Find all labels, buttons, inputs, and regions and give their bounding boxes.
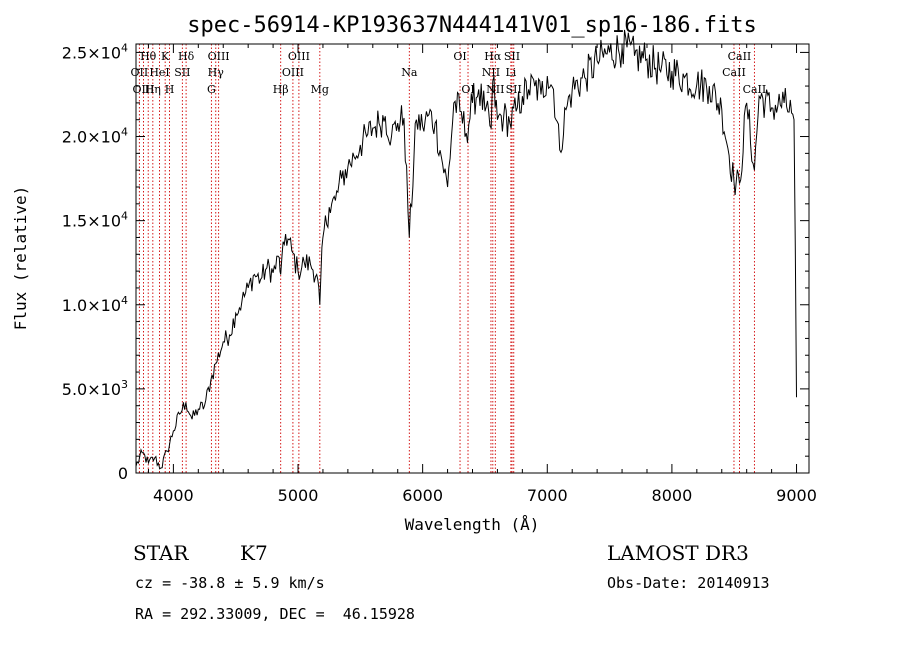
spectral-line-label: Li [505,66,516,79]
spectral-line-label: H [165,83,175,96]
y-tick-mantissa: 5.0×10 [62,380,121,399]
survey-name: LAMOST DR3 [607,541,749,565]
spectral-line-label: CaII [743,83,767,96]
spectral-line-label: Hδ [178,50,195,63]
y-tick-exponent: 4 [121,210,128,223]
spectral-line-label: NII [482,66,500,79]
axis-ticks: 4000 5000 6000 7000 8000 900005.0×1031.0×1041… [62,41,817,505]
x-tick-label: 6000 [402,486,443,505]
y-tick-label: 2.5×104 [62,41,128,62]
spectral-line-label: K [161,50,170,63]
y-tick-mantissa: 1.0×10 [62,296,121,315]
flux-series-line [135,29,797,470]
observation-date: Obs-Date: 20140913 [607,574,770,592]
x-tick-label: 8000 [652,486,693,505]
spectral-line-label: Hβ [273,83,289,96]
spectral-line-label: HeI [149,66,169,79]
object-class: STAR [133,541,189,565]
chart-title: spec-56914-KP193637N444141V01_sp16-186.f… [187,13,757,38]
spectral-line-label: OIII [288,50,310,63]
x-tick-label: 7000 [527,486,568,505]
y-axis-label: Flux (relative) [11,186,30,331]
spectral-line-label: OII [131,66,149,79]
spectral-line-label: OIII [282,66,304,79]
spectral-line-label: Mg [311,83,329,96]
y-tick-mantissa: 2.0×10 [62,128,121,147]
spectral-line-label: OI [453,50,466,63]
y-tick-exponent: 4 [121,126,128,139]
spectral-line-label: SII [506,83,522,96]
spectral-line-markers [138,44,755,473]
spectral-line-label: SII [174,66,190,79]
y-tick-exponent: 4 [121,294,128,307]
spectral-line-label: Na [401,66,418,79]
x-tick-label: 9000 [776,486,817,505]
spectral-line-label: Hγ [208,66,225,79]
y-tick-mantissa: 0 [118,464,128,483]
y-tick-label: 1.5×104 [62,210,128,231]
spectral-line-label: OI [461,83,474,96]
spectral-line-label: Hθ [140,50,157,63]
spectral-line-label: SII [504,50,520,63]
x-tick-label: 5000 [278,486,319,505]
spectral-line-label: Hα [484,50,502,63]
y-tick-label: 5.0×103 [62,378,128,399]
spectral-line-label: CaII [722,66,746,79]
plot-frame [135,43,810,474]
coordinates: RA = 292.33009, DEC = 46.15928 [135,605,415,623]
y-tick-exponent: 3 [121,378,128,391]
redshift-velocity: cz = -38.8 ± 5.9 km/s [135,574,325,592]
object-subclass: K7 [240,541,268,565]
spectral-line-label: CaII [728,50,752,63]
y-tick-label: 2.0×104 [62,126,128,147]
x-tick-label: 4000 [153,486,194,505]
spectral-line-label: Hη [145,83,161,96]
spectral-line-label: NII [486,83,504,96]
y-tick-label: 0 [118,464,128,483]
y-tick-mantissa: 1.5×10 [62,212,121,231]
spectral-line-label: OIII [208,50,230,63]
y-tick-exponent: 4 [121,41,128,54]
spectral-line-label: G [207,83,216,96]
x-axis-label: Wavelength (Å) [405,515,540,534]
y-tick-label: 1.0×104 [62,294,128,315]
y-tick-mantissa: 2.5×10 [62,43,121,62]
